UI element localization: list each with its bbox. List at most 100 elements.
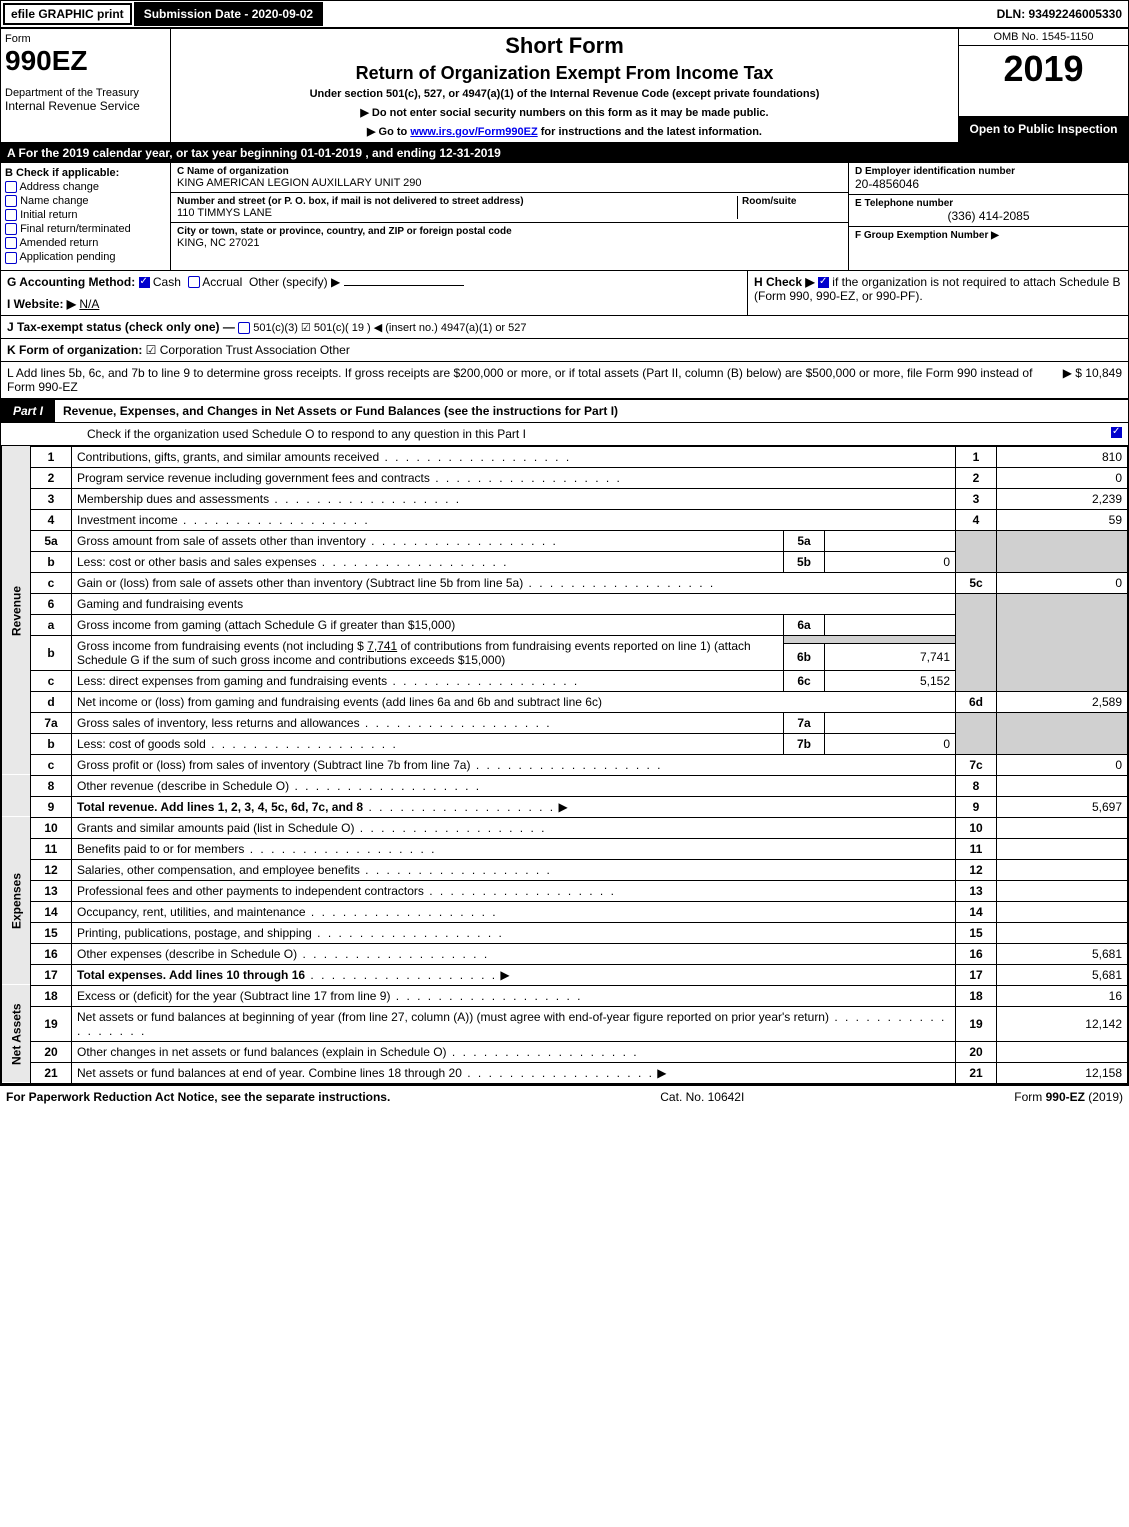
line-7a-num: 7a	[31, 712, 72, 733]
main-title: Return of Organization Exempt From Incom…	[175, 63, 954, 84]
open-public-inspection: Open to Public Inspection	[959, 116, 1128, 142]
line-6a-text: Gross income from gaming (attach Schedul…	[72, 614, 784, 635]
part-1-tag: Part I	[1, 400, 55, 422]
org-name: KING AMERICAN LEGION AUXILLARY UNIT 290	[177, 177, 842, 189]
irs-link[interactable]: www.irs.gov/Form990EZ	[410, 126, 537, 138]
line-2-text: Program service revenue including govern…	[77, 471, 622, 485]
line-5b-num: b	[31, 551, 72, 572]
line-20-num: 20	[31, 1041, 72, 1062]
line-6d-num: d	[31, 691, 72, 712]
line-6b-box: 6b	[784, 644, 825, 670]
line-5c-amt: 0	[997, 572, 1128, 593]
checkbox-address-change[interactable]	[5, 181, 17, 193]
form-number: 990EZ	[5, 45, 166, 77]
line-5c-ref: 5c	[956, 572, 997, 593]
label-city: City or town, state or province, country…	[177, 226, 842, 237]
line-21-ref: 21	[956, 1062, 997, 1083]
label-tax-exempt: J Tax-exempt status (check only one) —	[7, 320, 235, 334]
part-1-check-line: Check if the organization used Schedule …	[7, 427, 1111, 441]
line-6b-text1: Gross income from fundraising events (no…	[77, 639, 367, 653]
line-6c-box: 6c	[784, 670, 825, 691]
checkbox-accrual[interactable]	[188, 276, 200, 288]
line-6b-boxamt: 7,741	[825, 644, 956, 670]
line-6-num: 6	[31, 593, 72, 614]
line-5b-boxamt: 0	[825, 551, 956, 572]
label-ein: D Employer identification number	[855, 166, 1122, 177]
line-10-text: Grants and similar amounts paid (list in…	[77, 821, 546, 835]
line-18-amt: 16	[997, 985, 1128, 1006]
line-4-text: Investment income	[77, 513, 370, 527]
line-13-amt	[997, 880, 1128, 901]
checkbox-application-pending[interactable]	[5, 252, 17, 264]
line-6d-text: Net income or (loss) from gaming and fun…	[72, 691, 956, 712]
line-15-num: 15	[31, 922, 72, 943]
line-6a-num: a	[31, 614, 72, 635]
line-12-ref: 12	[956, 859, 997, 880]
checkbox-schedule-o[interactable]	[1111, 427, 1122, 438]
line-9-amt: 5,697	[997, 796, 1128, 817]
line-7c-ref: 7c	[956, 754, 997, 775]
line-8-text: Other revenue (describe in Schedule O)	[77, 779, 481, 793]
section-l-amount: ▶ $ 10,849	[1063, 366, 1122, 394]
line-15-amt	[997, 922, 1128, 943]
line-19-num: 19	[31, 1006, 72, 1041]
label-org-name: C Name of organization	[177, 166, 842, 177]
line-7c-amt: 0	[997, 754, 1128, 775]
line-17-amt: 5,681	[997, 964, 1128, 985]
line-19-text: Net assets or fund balances at beginning…	[77, 1010, 946, 1038]
line-5c-num: c	[31, 572, 72, 593]
line-3-amt: 2,239	[997, 488, 1128, 509]
line-17-ref: 17	[956, 964, 997, 985]
line-6a-boxamt	[825, 614, 956, 635]
line-6-text: Gaming and fundraising events	[72, 593, 956, 614]
short-form-title: Short Form	[175, 33, 954, 59]
line-11-amt	[997, 838, 1128, 859]
line-20-amt	[997, 1041, 1128, 1062]
arrow-icon	[367, 126, 379, 138]
line-4-amt: 59	[997, 509, 1128, 530]
goto-suffix: for instructions and the latest informat…	[538, 126, 762, 138]
checkbox-amended-return[interactable]	[5, 237, 17, 249]
arrow-icon	[360, 107, 372, 119]
label-form-org: K Form of organization:	[7, 343, 142, 357]
label-accounting-method: G Accounting Method:	[7, 275, 135, 289]
checkbox-initial-return[interactable]	[5, 209, 17, 221]
line-12-text: Salaries, other compensation, and employ…	[77, 863, 552, 877]
other-specify-input[interactable]	[344, 285, 464, 286]
line-9-num: 9	[31, 796, 72, 817]
checkbox-cash[interactable]	[139, 277, 150, 288]
form-org-options: ☑ Corporation Trust Association Other	[146, 343, 350, 357]
line-5a-text: Gross amount from sale of assets other t…	[77, 534, 558, 548]
checkbox-501c3[interactable]	[238, 322, 250, 334]
line-14-num: 14	[31, 901, 72, 922]
line-1-amt: 810	[997, 446, 1128, 467]
line-5b-box: 5b	[784, 551, 825, 572]
line-12-num: 12	[31, 859, 72, 880]
section-l-text: L Add lines 5b, 6c, and 7b to line 9 to …	[7, 366, 1063, 394]
checkbox-schedule-b[interactable]	[818, 277, 829, 288]
line-6d-ref: 6d	[956, 691, 997, 712]
line-15-text: Printing, publications, postage, and shi…	[77, 926, 504, 940]
checkbox-final-return[interactable]	[5, 223, 17, 235]
label-name-change: Name change	[20, 195, 89, 207]
line-14-ref: 14	[956, 901, 997, 922]
line-14-amt	[997, 901, 1128, 922]
line-13-ref: 13	[956, 880, 997, 901]
label-initial-return: Initial return	[20, 209, 77, 221]
line-10-num: 10	[31, 817, 72, 838]
dln: DLN: 93492246005330	[997, 7, 1128, 21]
line-7c-num: c	[31, 754, 72, 775]
checkbox-name-change[interactable]	[5, 195, 17, 207]
line-17-num: 17	[31, 964, 72, 985]
footer-paperwork: For Paperwork Reduction Act Notice, see …	[6, 1090, 390, 1104]
efile-print-button[interactable]: efile GRAPHIC print	[3, 3, 132, 25]
line-6d-amt: 2,589	[997, 691, 1128, 712]
omb-number: OMB No. 1545-1150	[959, 29, 1128, 46]
label-amended-return: Amended return	[19, 237, 98, 249]
line-7b-box: 7b	[784, 733, 825, 754]
label-group-exemption: F Group Exemption Number ▶	[855, 230, 1122, 241]
line-20-ref: 20	[956, 1041, 997, 1062]
line-19-amt: 12,142	[997, 1006, 1128, 1041]
line-10-ref: 10	[956, 817, 997, 838]
line-3-text: Membership dues and assessments	[77, 492, 461, 506]
